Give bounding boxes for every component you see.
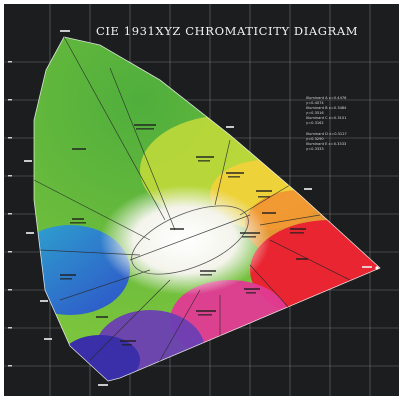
axis-ticks (8, 61, 12, 367)
legend-line: y=0.3290 (306, 137, 324, 141)
legend-line: y=0.4074 (306, 101, 324, 105)
legend-line: Illuminant D x=0.3127 (306, 132, 347, 136)
diagram-title: CIE 1931XYZ CHROMATICITY DIAGRAM (96, 24, 359, 38)
legend-line: y=0.3333 (306, 147, 324, 151)
legend-line: y=0.3162 (306, 121, 324, 125)
illuminant-legend: Illuminant A x=0.4476 y=0.4074 Illuminan… (306, 96, 366, 152)
legend-line: Illuminant B x=0.3484 (306, 106, 347, 110)
red-endpoint-marker (375, 266, 379, 270)
locus-outline (33, 36, 381, 382)
region-label-marks (60, 124, 308, 346)
white-point-ellipse (131, 205, 249, 275)
legend-line: Illuminant C x=0.3101 (306, 116, 347, 120)
legend-line: y=0.3516 (306, 111, 324, 115)
legend-line: Illuminant A x=0.4476 (306, 96, 347, 100)
legend-line: Illuminant E x=0.3333 (306, 142, 347, 146)
wavelength-tick-marks (24, 30, 372, 386)
region-boundaries (34, 37, 351, 379)
planckian-locus (129, 214, 251, 261)
